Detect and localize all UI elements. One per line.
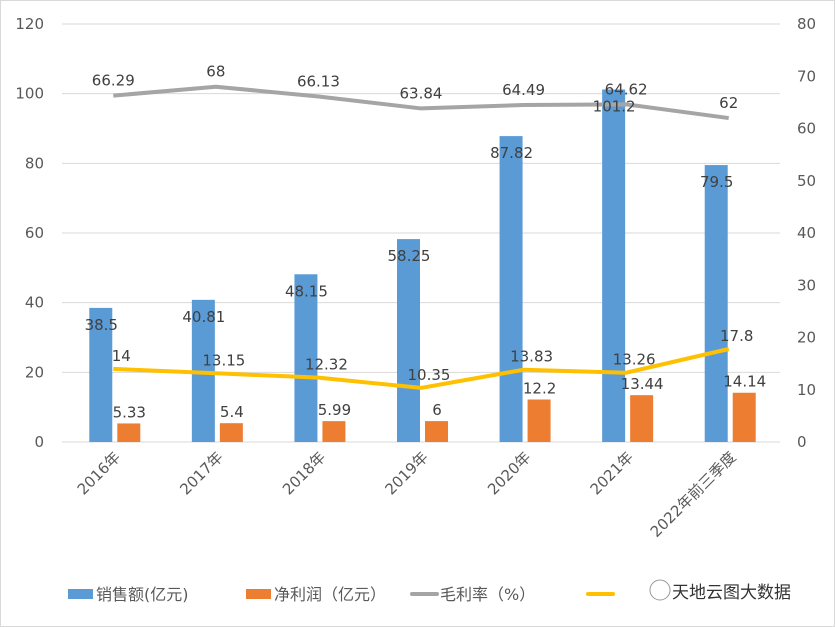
- left-tick-label: 100: [15, 85, 44, 103]
- profit-bar: [630, 395, 654, 442]
- left-tick-label: 20: [25, 363, 44, 381]
- watermark-logo-icon: [649, 579, 671, 601]
- profit-bar: [322, 421, 346, 442]
- left-tick-label: 0: [34, 433, 44, 451]
- sales-bar: [89, 307, 113, 442]
- profit-data-label: 5.4: [220, 403, 244, 421]
- left-tick-label: 40: [25, 294, 44, 312]
- sales-bar: [499, 136, 523, 442]
- profit-data-label: 5.99: [318, 401, 351, 419]
- net-margin-data-label: 10.35: [408, 366, 451, 384]
- sales-data-label: 87.82: [490, 144, 533, 162]
- sales-bar: [397, 239, 420, 442]
- left-tick-label: 80: [25, 154, 44, 172]
- right-tick-label: 60: [797, 120, 816, 138]
- right-tick-label: 40: [797, 224, 816, 242]
- right-tick-label: 10: [797, 381, 816, 399]
- net-margin-data-label: 13.26: [613, 351, 656, 369]
- sales-data-label: 58.25: [388, 247, 431, 265]
- profit-data-label: 12.2: [523, 380, 556, 398]
- gross-margin-data-label: 62: [719, 94, 738, 112]
- net-margin-data-label: 17.8: [720, 327, 753, 345]
- legend-swatch: [246, 589, 271, 599]
- gross-margin-data-label: 66.13: [297, 72, 340, 90]
- net-margin-data-label: 14: [112, 347, 131, 365]
- profit-data-label: 6: [432, 401, 442, 419]
- sales-bar: [704, 165, 728, 442]
- profit-bar: [425, 421, 448, 442]
- right-tick-label: 0: [797, 433, 807, 451]
- category-label: 2021年: [587, 448, 637, 498]
- category-label: 2019年: [381, 448, 431, 498]
- legend-label: 毛利率（%）: [440, 585, 535, 604]
- legend-swatch: [68, 589, 93, 599]
- profit-bar: [527, 399, 551, 442]
- profit-data-label: 5.33: [113, 403, 146, 421]
- category-label: 2022年前三季度: [647, 448, 740, 541]
- sales-data-label: 101.2: [593, 97, 636, 115]
- profit-bar: [117, 423, 141, 442]
- net-margin-data-label: 13.15: [202, 351, 245, 369]
- right-tick-label: 30: [797, 276, 816, 294]
- net-margin-data-label: 12.32: [305, 356, 348, 374]
- net-margin-data-label: 13.83: [510, 348, 553, 366]
- right-tick-label: 80: [797, 15, 816, 33]
- gross-margin-data-label: 66.29: [92, 72, 135, 90]
- left-tick-label: 120: [15, 15, 44, 33]
- left-tick-label: 60: [25, 224, 44, 242]
- right-tick-label: 20: [797, 329, 816, 347]
- category-label: 2017年: [176, 448, 226, 498]
- sales-data-label: 79.5: [700, 173, 733, 191]
- profit-bar: [219, 423, 243, 442]
- category-label: 2020年: [484, 448, 534, 498]
- gross-margin-data-label: 68: [206, 63, 225, 81]
- watermark-text: 天地云图大数据: [672, 583, 791, 603]
- net-margin-line: [113, 347, 730, 390]
- legend-label: 净利润（亿元）: [274, 585, 386, 604]
- gross-margin-line: [113, 84, 729, 121]
- gross-margin-data-label: 63.84: [400, 84, 443, 102]
- gross-margin-data-label: 64.49: [502, 81, 545, 99]
- sales-bar: [294, 274, 318, 442]
- right-tick-label: 70: [797, 67, 816, 85]
- right-tick-label: 50: [797, 172, 816, 190]
- sales-data-label: 38.5: [85, 316, 118, 334]
- gross-margin-data-label: 64.62: [605, 80, 648, 98]
- profit-data-label: 14.14: [723, 373, 766, 391]
- sales-bar: [602, 89, 626, 442]
- profit-data-label: 13.44: [621, 375, 664, 393]
- category-label: 2016年: [74, 448, 124, 498]
- category-label: 2018年: [279, 448, 329, 498]
- profit-bar: [732, 392, 756, 442]
- sales-data-label: 48.15: [285, 282, 328, 300]
- legend-label: 销售额(亿元): [96, 585, 189, 604]
- sales-data-label: 40.81: [182, 308, 225, 326]
